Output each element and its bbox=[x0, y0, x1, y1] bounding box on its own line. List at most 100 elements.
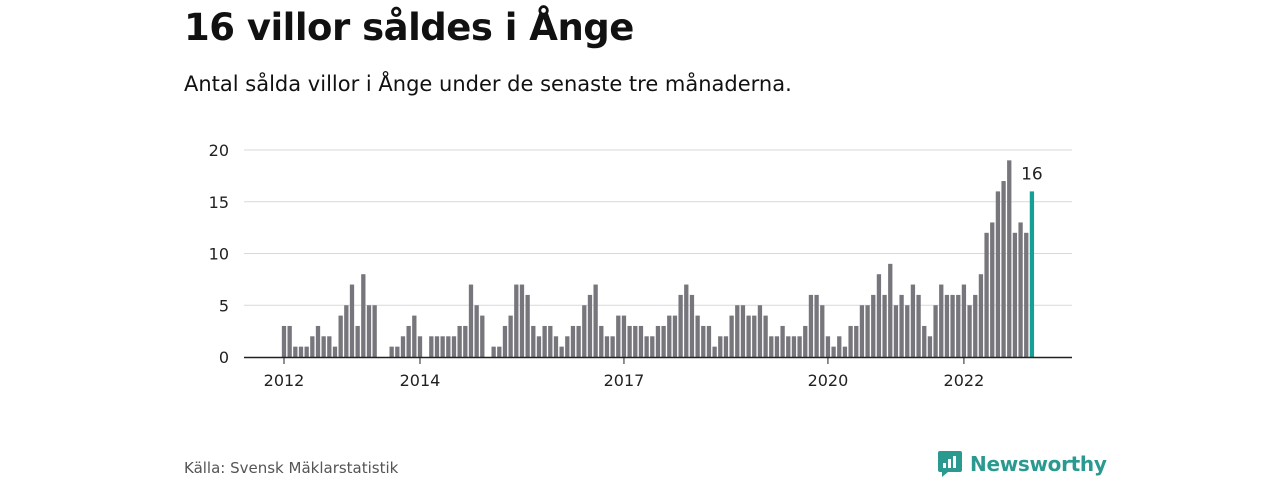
chart-subtitle: Antal sålda villor i Ånge under de senas… bbox=[184, 72, 792, 96]
y-tick-label: 10 bbox=[209, 245, 229, 264]
bar bbox=[961, 284, 967, 357]
bar bbox=[950, 294, 955, 357]
bar bbox=[854, 325, 859, 357]
bar bbox=[559, 346, 564, 357]
bar bbox=[803, 325, 808, 357]
bar bbox=[355, 325, 360, 357]
bar bbox=[366, 305, 372, 357]
bar bbox=[616, 315, 621, 357]
bar bbox=[701, 325, 706, 357]
bar bbox=[678, 294, 683, 357]
bar bbox=[480, 315, 485, 357]
bar bbox=[1018, 222, 1023, 357]
bar bbox=[944, 294, 950, 357]
bar bbox=[672, 315, 678, 357]
bar bbox=[429, 336, 434, 357]
bar bbox=[967, 305, 972, 357]
bar bbox=[893, 305, 899, 357]
gridlines bbox=[244, 149, 1072, 306]
x-axis bbox=[244, 356, 1072, 364]
bar bbox=[491, 346, 496, 357]
brand-name: Newsworthy bbox=[970, 452, 1107, 476]
y-tick-label: 20 bbox=[209, 141, 229, 160]
bar bbox=[871, 294, 876, 357]
bar bbox=[298, 346, 304, 357]
y-tick-label: 15 bbox=[209, 193, 229, 212]
bar bbox=[763, 315, 768, 357]
y-axis-tick-labels: 0 5 10 15 20 bbox=[209, 141, 229, 367]
bar bbox=[780, 325, 785, 357]
bar bbox=[576, 325, 581, 357]
bar bbox=[389, 346, 394, 357]
bar bbox=[655, 325, 661, 357]
bar bbox=[808, 294, 814, 357]
bar bbox=[842, 346, 848, 357]
bar bbox=[814, 294, 819, 357]
bar bbox=[304, 346, 309, 357]
bar bbox=[837, 336, 842, 357]
bar bbox=[859, 305, 865, 357]
bar bbox=[287, 325, 292, 357]
bar bbox=[406, 325, 411, 357]
newsworthy-logo-icon bbox=[938, 451, 962, 477]
bar-chart: 0 5 10 15 20 2012 2014 2017 2020 2022 16 bbox=[209, 141, 1072, 390]
data-labels: 16 bbox=[1021, 164, 1043, 184]
bar bbox=[831, 346, 836, 357]
data-label-latest: 16 bbox=[1021, 164, 1043, 184]
bar bbox=[610, 336, 615, 357]
bar bbox=[865, 305, 870, 357]
bar bbox=[706, 325, 712, 357]
x-tick-label: 2022 bbox=[944, 371, 985, 390]
bar bbox=[281, 325, 287, 357]
x-axis-tick-labels: 2012 2014 2017 2020 2022 bbox=[264, 371, 985, 390]
bar bbox=[757, 305, 763, 357]
bar bbox=[338, 315, 343, 357]
bar bbox=[570, 325, 576, 357]
bar bbox=[786, 336, 791, 357]
bar bbox=[769, 336, 774, 357]
bar bbox=[553, 336, 559, 357]
brand[interactable]: Newsworthy bbox=[937, 449, 1107, 479]
bar bbox=[667, 315, 672, 357]
bar bbox=[542, 325, 547, 357]
bar bbox=[718, 336, 723, 357]
bar bbox=[412, 315, 417, 357]
bar bbox=[905, 305, 910, 357]
bar bbox=[712, 346, 717, 357]
bar bbox=[440, 336, 445, 357]
bar bbox=[531, 325, 536, 357]
bar bbox=[774, 336, 780, 357]
x-tick-label: 2017 bbox=[604, 371, 645, 390]
bar bbox=[519, 284, 525, 357]
bar bbox=[604, 336, 610, 357]
bar bbox=[978, 274, 984, 357]
bar bbox=[848, 325, 853, 357]
bar bbox=[451, 336, 457, 357]
bar bbox=[593, 284, 598, 357]
bar bbox=[582, 305, 587, 357]
bar bbox=[627, 325, 632, 357]
bar-highlight bbox=[1029, 191, 1035, 357]
y-tick-label: 0 bbox=[219, 348, 229, 367]
bar bbox=[644, 336, 649, 357]
bar bbox=[400, 336, 406, 357]
bar bbox=[933, 305, 938, 357]
bar bbox=[548, 325, 553, 357]
x-tick-label: 2012 bbox=[264, 371, 305, 390]
bar bbox=[321, 336, 326, 357]
bar bbox=[446, 336, 451, 357]
bar bbox=[922, 325, 927, 357]
bar bbox=[735, 305, 740, 357]
bar bbox=[310, 336, 315, 357]
bar bbox=[956, 294, 961, 357]
bar bbox=[327, 336, 332, 357]
bar bbox=[650, 336, 655, 357]
bar bbox=[695, 315, 700, 357]
bar bbox=[565, 336, 570, 357]
bar bbox=[293, 346, 298, 357]
bar bbox=[434, 336, 440, 357]
bar bbox=[927, 336, 933, 357]
bar bbox=[372, 305, 377, 357]
bar bbox=[474, 305, 479, 357]
bar bbox=[888, 263, 893, 357]
